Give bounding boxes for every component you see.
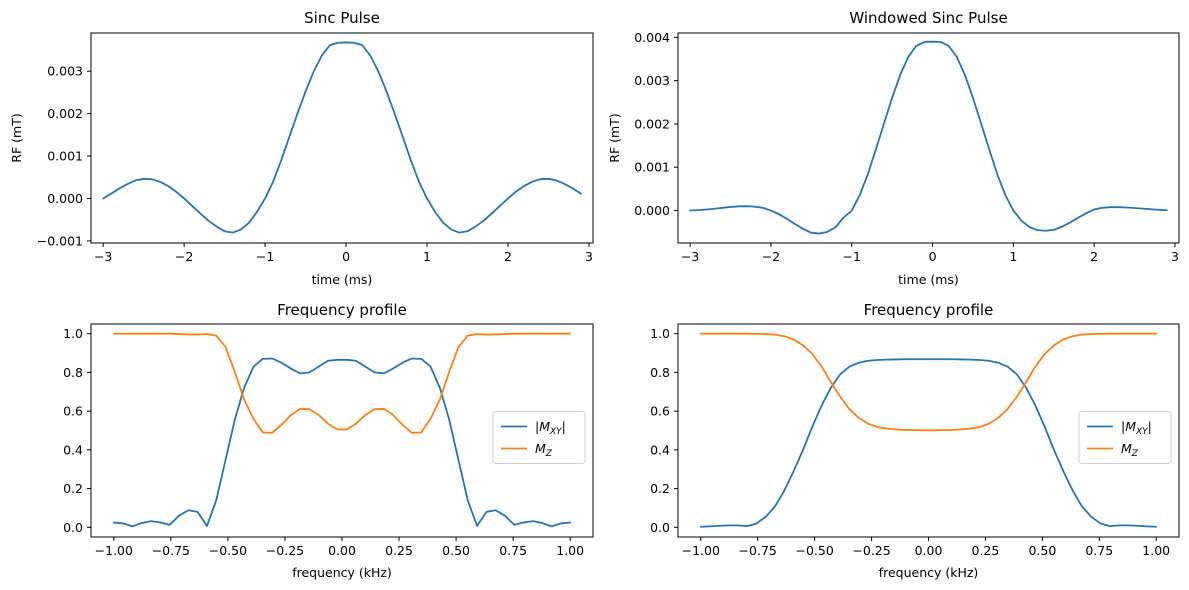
x-tick-label: −1.00 [682,543,720,558]
y-tick-label: 0.002 [634,116,670,131]
y-tick-label: 0.4 [63,442,83,457]
y-tick-label: 0.000 [47,191,83,206]
y-axis-label: RF (mT) [9,113,24,162]
x-axis-label: frequency (kHz) [292,565,392,580]
x-tick-label: 0.50 [1028,543,1056,558]
chart-panel-4: −1.00 −0.75 −0.50 −0.25 0.00 0.25 0.50 0.75 1.00… [650,301,1180,580]
x-tick-label: 1 [1009,249,1017,264]
y-tick-label: 0.003 [634,73,670,88]
chart-title: Sinc Pulse [304,9,380,27]
x-tick-label: 0 [342,249,350,264]
y-tick-label: 0.0 [650,520,670,535]
x-tick-label: −0.75 [152,543,190,558]
x-tick-label: 1.00 [556,543,584,558]
y-tick-label: 0.000 [634,203,670,218]
y-axis-label: RF (mT) [607,113,622,162]
x-tick-label: −0.50 [209,543,247,558]
series-line-1 [102,41,582,234]
y-tick-label: 0.8 [650,365,670,380]
series-line-1 [689,40,1168,235]
x-tick-label: −2 [175,249,193,264]
y-tick-label: 0.6 [650,404,670,419]
legend-label: |MXY| [535,419,566,437]
x-tick-label: −1.00 [95,543,133,558]
x-axis-label: time (ms) [312,272,373,287]
x-tick-label: 0.75 [499,543,527,558]
axes-frame [90,32,594,244]
y-tick-label: 0.2 [63,481,83,496]
chart-panel-3: −1.00 −0.75 −0.50 −0.25 0.00 0.25 0.50 0.75 1.00… [63,301,594,580]
chart-title: Frequency profile [864,301,994,319]
y-tick-label: 0.004 [634,30,670,45]
legend-box [1078,411,1172,464]
x-tick-label: 0.50 [442,543,470,558]
x-tick-label: −1 [843,249,861,264]
x-tick-label: −0.75 [739,543,777,558]
axes-frame [677,32,1180,244]
x-tick-label: −3 [94,249,112,264]
y-tick-label: 0.8 [63,365,83,380]
legend: |MXY| MZ [1078,411,1172,464]
x-tick-label: 0.25 [385,543,413,558]
x-axis-label: time (ms) [898,272,959,287]
x-tick-label: −0.50 [795,543,833,558]
chart-title: Frequency profile [277,301,407,319]
x-tick-label: 0.75 [1085,543,1113,558]
y-tick-label: 0.001 [47,149,83,164]
legend-label: MZ [1121,441,1139,459]
x-tick-label: 0.00 [915,543,943,558]
chart-panel-1: −3 −2 −1 0 1 2 3 −0.001 0.000 0.001 0.002 0.003 Sinc… [9,9,594,287]
x-tick-label: 1 [423,249,431,264]
x-axis-label: frequency (kHz) [879,565,979,580]
legend-box [492,411,586,464]
series-line-1 [699,358,1158,528]
y-tick-label: 0.003 [47,64,83,79]
series-line-1 [112,357,572,528]
legend-label: MZ [535,441,553,459]
y-tick-label: 1.0 [63,326,83,341]
x-tick-label: 1.00 [1142,543,1170,558]
chart-title: Windowed Sinc Pulse [849,9,1007,27]
chart-panel-2: −3 −2 −1 0 1 2 3 0.000 0.001 0.002 0.003 0.004 Windo… [607,9,1180,287]
series-line-2 [112,332,572,434]
y-tick-label: 1.0 [650,326,670,341]
y-tick-label: 0.001 [634,160,670,175]
x-tick-label: 2 [1090,249,1098,264]
x-tick-label: 2 [504,249,512,264]
x-tick-label: 0 [929,249,937,264]
legend: |MXY| MZ [492,411,586,464]
y-tick-label: 0.2 [650,481,670,496]
series-line-2 [699,332,1158,432]
y-tick-label: 0.6 [63,404,83,419]
x-tick-label: −0.25 [852,543,890,558]
y-tick-label: 0.002 [47,106,83,121]
x-tick-label: 0.25 [972,543,1000,558]
x-tick-label: −0.25 [266,543,304,558]
y-tick-label: 0.4 [650,442,670,457]
x-tick-label: −3 [681,249,699,264]
y-tick-label: −0.001 [37,233,83,248]
x-tick-label: −2 [762,249,780,264]
x-tick-label: 0.00 [328,543,356,558]
x-tick-label: 3 [1171,249,1179,264]
y-tick-label: 0.0 [63,520,83,535]
x-tick-label: −1 [256,249,274,264]
x-tick-label: 3 [585,249,593,264]
legend-label: |MXY| [1121,419,1152,437]
